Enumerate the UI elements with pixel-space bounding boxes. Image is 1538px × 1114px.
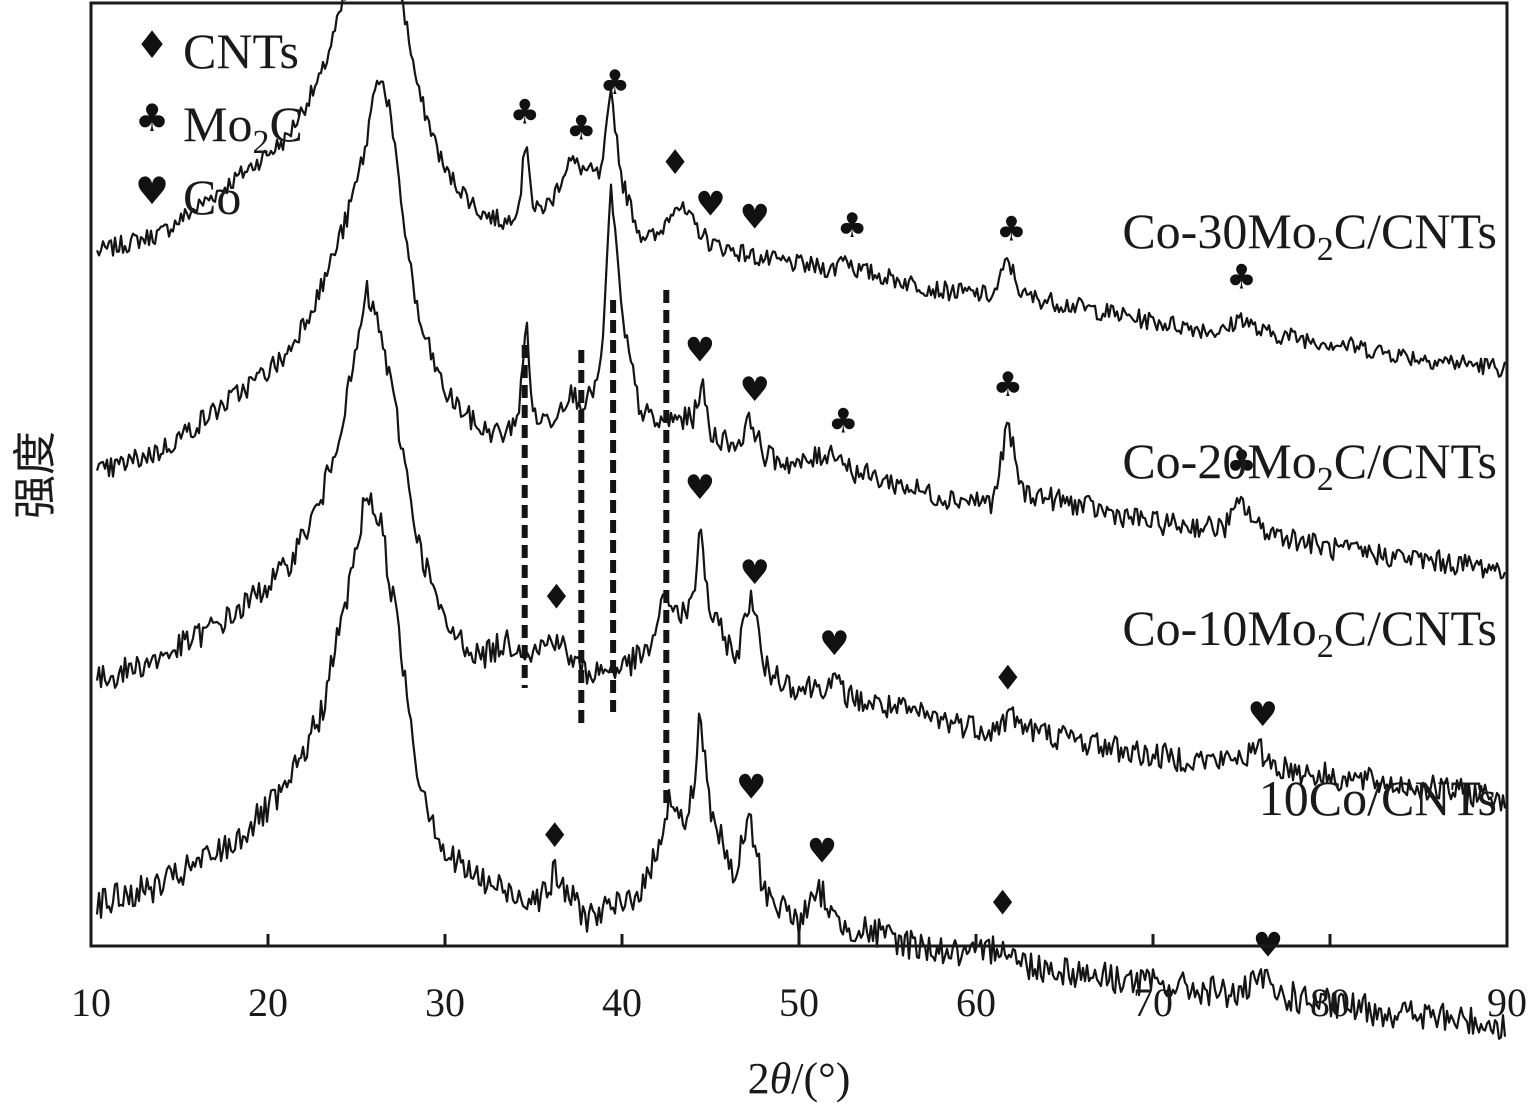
x-tick-label-8: 80: [1310, 980, 1350, 1025]
peak-marker-s4-1: ♦: [539, 816, 569, 856]
legend-label-2: Mo2C: [183, 96, 303, 161]
peak-marker-s1-7: ♥: [740, 198, 770, 238]
peak-marker-s4-2: ♥: [736, 768, 766, 808]
reference-lines: [521, 290, 670, 808]
series-label-3: Co-10Mo2C/CNTs: [1122, 600, 1497, 665]
peak-marker-s2-1: ♥: [685, 331, 715, 371]
peak-marker-s1-3: ♣: [566, 109, 596, 149]
series-trace-1: [95, 0, 1507, 378]
legend-label-3: Co: [183, 169, 241, 225]
x-axis-ticks: 10 20 30 40 50 60 70 80 90: [71, 934, 1527, 1025]
series-trace-2: [95, 79, 1507, 580]
peak-marker-s1-2: ♣: [509, 92, 539, 132]
series-labels: Co-30Mo2C/CNTs Co-20Mo2C/CNTs Co-10Mo2C/CN…: [1122, 203, 1497, 826]
peak-marker-s3-3: ♥: [740, 553, 770, 593]
series-trace-4: [95, 492, 1507, 1040]
peak-marker-s1-9: ♣: [996, 209, 1026, 249]
peak-marker-s2-3: ♣: [828, 401, 858, 441]
x-tick-label-6: 60: [956, 980, 996, 1025]
series-trace-3: [95, 279, 1507, 812]
peak-marker-s3-4: ♥: [819, 624, 849, 664]
y-axis-title: 强度: [11, 431, 60, 519]
x-tick-label-9: 90: [1487, 980, 1527, 1025]
legend-symbol-1: ♦: [135, 23, 169, 67]
peak-marker-s2-4: ♣: [993, 365, 1023, 405]
series-traces: [95, 0, 1507, 1040]
x-tick-label-3: 30: [425, 980, 465, 1025]
peak-markers: ♦♣♣♣♦♥♥♣♣♣♥♥♣♣♣♦♥♥♥♦♥♦♥♥♦♥: [509, 63, 1283, 966]
x-tick-label-7: 70: [1133, 980, 1173, 1025]
series-label-2: Co-20Mo2C/CNTs: [1122, 433, 1497, 498]
peak-marker-s1-10: ♣: [1226, 257, 1256, 297]
legend-symbol-2: ♣: [135, 96, 169, 140]
x-tick-label-2: 20: [248, 980, 288, 1025]
legend-label-1: CNTs: [183, 23, 299, 79]
x-tick-label-1: 10: [71, 980, 111, 1025]
peak-marker-s3-5: ♦: [993, 659, 1023, 699]
peak-marker-s3-1: ♦: [541, 577, 571, 617]
x-tick-label-4: 40: [602, 980, 642, 1025]
legend-symbol-3: ♥: [135, 169, 169, 213]
series-label-4: 10Co/CNTs: [1259, 770, 1497, 826]
series-label-1: Co-30Mo2C/CNTs: [1122, 203, 1497, 268]
peak-marker-s1-5: ♦: [660, 143, 690, 183]
peak-marker-s2-5: ♣: [1226, 443, 1256, 483]
peak-marker-s3-2: ♥: [685, 468, 715, 508]
peak-marker-s1-8: ♣: [837, 206, 867, 246]
legend: ♦ CNTs ♣ Mo2C ♥ Co: [135, 23, 303, 225]
peak-marker-s4-3: ♥: [807, 831, 837, 871]
peak-marker-s2-2: ♥: [740, 370, 770, 410]
peak-marker-s1-4: ♣: [600, 63, 630, 103]
x-axis-title: 2θ/(°): [748, 1054, 851, 1103]
peak-marker-s4-4: ♦: [987, 883, 1017, 923]
peak-marker-s3-6: ♥: [1247, 695, 1277, 735]
x-tick-label-5: 50: [779, 980, 819, 1025]
peak-marker-s1-6: ♥: [695, 185, 725, 225]
